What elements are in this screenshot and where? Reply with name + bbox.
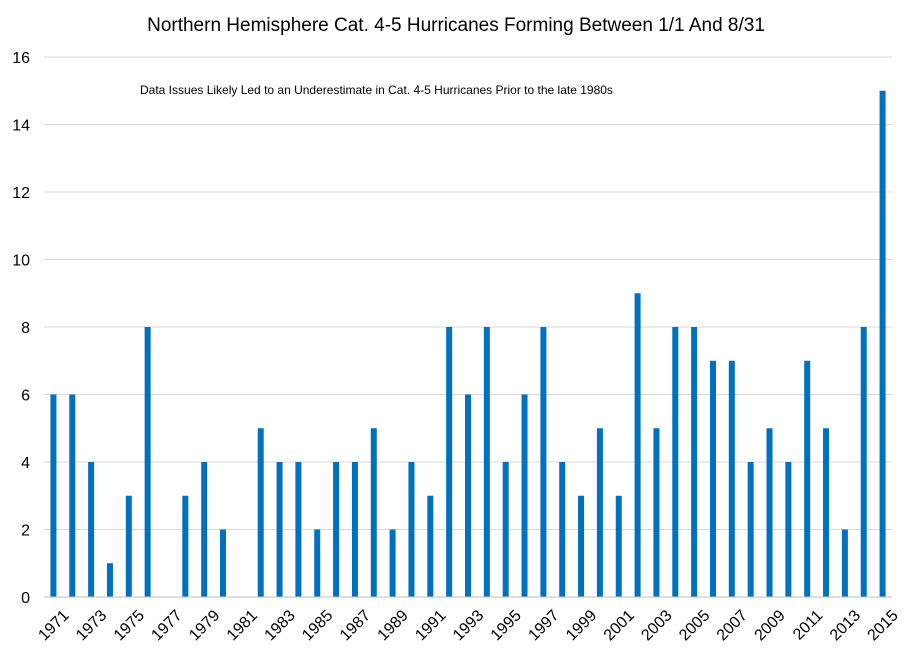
bar-1980 (220, 529, 227, 597)
x-tick-label: 2003 (638, 607, 675, 644)
bar-1991 (427, 495, 434, 597)
bar-2007 (728, 360, 735, 597)
x-tick-label: 1971 (35, 607, 72, 644)
x-tick-label: 2005 (676, 607, 713, 644)
bar-2014 (860, 327, 867, 597)
bar-1971 (50, 394, 57, 597)
chart-title: Northern Hemisphere Cat. 4-5 Hurricanes … (147, 15, 765, 36)
x-tick-label: 1993 (450, 607, 487, 644)
x-tick-label: 2001 (601, 607, 638, 644)
x-tick-label: 1977 (148, 607, 185, 644)
bar-1983 (276, 462, 283, 597)
y-tick-label: 14 (12, 118, 30, 135)
x-tick-label: 1995 (488, 607, 525, 644)
bar-2002 (634, 293, 641, 597)
x-tick-label: 1983 (262, 607, 299, 644)
bar-1992 (446, 327, 453, 597)
bar-2009 (766, 428, 773, 597)
x-tick-label: 1989 (375, 607, 412, 644)
bar-2013 (841, 529, 848, 597)
x-tick-label: 2007 (714, 607, 751, 644)
x-tick-label: 2011 (790, 607, 826, 643)
bar-2003 (653, 428, 660, 597)
x-tick-label: 1973 (73, 607, 110, 644)
bar-2015 (879, 90, 886, 597)
x-tick-label: 2009 (752, 607, 789, 644)
bar-1990 (408, 462, 415, 597)
bar-1972 (69, 394, 76, 597)
x-tick-label: 1975 (111, 607, 148, 644)
y-tick-label: 16 (12, 50, 30, 67)
bar-2006 (709, 360, 716, 597)
y-tick-label: 2 (21, 523, 30, 540)
x-tick-label: 1985 (299, 607, 336, 644)
bar-1985 (314, 529, 321, 597)
bar-1988 (370, 428, 377, 597)
bar-1998 (559, 462, 566, 597)
bar-1993 (465, 394, 471, 597)
x-tick-label: 1979 (186, 607, 223, 644)
y-axis-ticks: 0 2 4 6 8 10 12 14 16 (12, 50, 30, 607)
y-tick-label: 6 (21, 388, 30, 405)
x-tick-label: 2015 (865, 607, 902, 644)
bar-1979 (201, 462, 208, 597)
x-axis-ticks: 1971 1973 1975 1977 1979 1981 1983 1985 1987 1989… (35, 607, 901, 644)
y-tick-label: 0 (21, 590, 30, 607)
bar-2011 (804, 360, 811, 597)
bar-1976 (144, 327, 151, 597)
y-tick-label: 8 (21, 320, 30, 337)
bar-1995 (502, 462, 509, 597)
x-tick-label: 1981 (224, 607, 261, 644)
bar-2005 (691, 327, 698, 597)
x-tick-label: 1991 (412, 607, 449, 644)
bar-1996 (521, 394, 528, 597)
bar-1984 (295, 462, 302, 597)
bars (50, 90, 886, 597)
bar-1978 (182, 495, 189, 597)
y-tick-label: 12 (12, 185, 30, 202)
bar-2010 (785, 462, 792, 597)
bar-1989 (389, 529, 396, 597)
bar-1997 (540, 327, 547, 597)
bar-2012 (823, 428, 830, 597)
bar-1986 (333, 462, 340, 597)
x-tick-label: 1997 (525, 607, 562, 644)
bar-1994 (483, 327, 490, 597)
y-tick-label: 4 (21, 455, 30, 472)
bar-2004 (672, 327, 679, 597)
bar-2001 (615, 495, 622, 597)
y-tick-label: 10 (12, 253, 30, 270)
bar-1987 (351, 462, 358, 597)
bar-1973 (88, 462, 95, 597)
bar-1982 (257, 428, 264, 597)
bar-2008 (747, 462, 754, 597)
x-tick-label: 2013 (827, 607, 864, 644)
bar-1975 (125, 495, 132, 597)
bar-2000 (596, 428, 603, 597)
x-tick-label: 1987 (337, 607, 374, 644)
bar-1974 (106, 563, 113, 597)
chart-annotation: Data Issues Likely Led to an Underestima… (140, 83, 613, 97)
bar-1999 (578, 495, 585, 597)
x-tick-label: 1999 (563, 607, 600, 644)
